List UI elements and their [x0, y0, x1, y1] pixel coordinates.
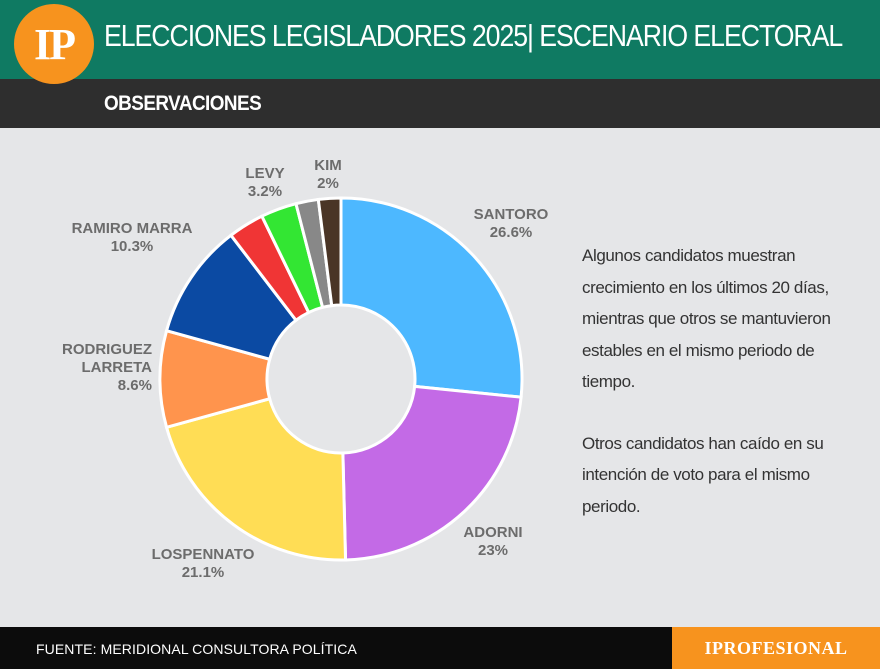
label-santoro: SANTORO 26.6% — [474, 206, 549, 241]
slice-kim — [316, 196, 343, 308]
slice-labels: SANTORO 26.6% ADORNI 23% LOSPENNATO 21.1% RODR… — [62, 157, 549, 581]
slice-adorni — [341, 384, 523, 562]
label-rodriguez-larreta: RODRIGUEZ LARRETA 8.6% — [62, 341, 152, 394]
label-ramiro-marra: RAMIRO MARRA 10.3% — [72, 220, 193, 255]
observations-text: Algunos candidatos muestran crecimiento … — [582, 240, 852, 522]
section-subtitle: OBSERVACIONES — [104, 92, 262, 115]
header-bar — [0, 0, 880, 79]
donut-chart: SANTORO 26.6% ADORNI 23% LOSPENNATO 21.1% RODR… — [62, 157, 549, 581]
label-kim: KIM 2% — [314, 157, 342, 192]
observation-paragraph-1: Algunos candidatos muestran crecimiento … — [582, 246, 831, 391]
donut-slices — [158, 196, 524, 562]
observation-paragraph-2: Otros candidatos han caído en su intenci… — [582, 433, 824, 516]
label-lospennato: LOSPENNATO 21.1% — [152, 546, 255, 581]
slice-santoro — [339, 196, 524, 399]
slice-lospennato — [164, 396, 348, 562]
page-title: ELECCIONES LEGISLADORES 2025| ESCENARIO … — [104, 18, 843, 53]
label-levy: LEVY 3.2% — [245, 165, 284, 200]
iprofesional-brand: IPROFESIONAL — [672, 627, 880, 669]
label-adorni: ADORNI 23% — [463, 524, 522, 559]
ip-logo: IP — [14, 4, 94, 84]
source-text: FUENTE: MERIDIONAL CONSULTORA POLÍTICA — [36, 641, 357, 657]
subtitle-bar — [0, 79, 880, 128]
